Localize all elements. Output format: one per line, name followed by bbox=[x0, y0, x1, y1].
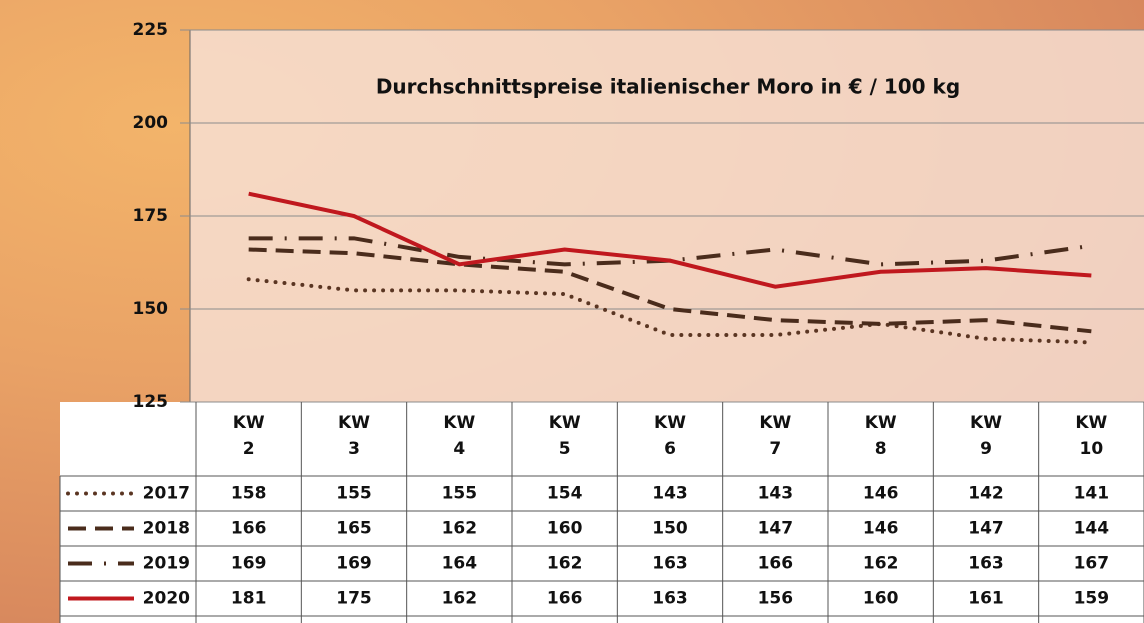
table-value: 142 bbox=[968, 484, 1004, 504]
x-tick-label: KW 5 bbox=[548, 413, 581, 459]
table-value: 155 bbox=[336, 484, 372, 504]
table-value: 164 bbox=[442, 554, 478, 574]
table-value: 144 bbox=[1074, 519, 1110, 539]
y-tick-label: 200 bbox=[133, 113, 169, 133]
legend-label: 2017 bbox=[143, 484, 190, 504]
y-tick-label: 175 bbox=[133, 206, 169, 226]
table-area bbox=[60, 402, 1144, 623]
x-tick-label: KW 10 bbox=[1075, 413, 1108, 459]
series-line bbox=[246, 277, 1094, 345]
x-tick-label: KW 7 bbox=[759, 413, 792, 459]
series-line bbox=[248, 191, 1092, 289]
table-value: 146 bbox=[863, 484, 899, 504]
table-margin bbox=[0, 402, 60, 623]
x-tick-label: KW 8 bbox=[864, 413, 897, 459]
table-value: 166 bbox=[758, 554, 794, 574]
table-value: 169 bbox=[336, 554, 372, 574]
table-value: 162 bbox=[863, 554, 899, 574]
table-value: 163 bbox=[968, 554, 1004, 574]
table-value: 158 bbox=[231, 484, 267, 504]
y-tick-label: 150 bbox=[133, 299, 169, 319]
table-value: 165 bbox=[336, 519, 372, 539]
x-tick-label: KW 3 bbox=[338, 413, 370, 459]
series-line bbox=[248, 247, 1092, 334]
table-value: 181 bbox=[231, 589, 267, 609]
y-tick-label: 125 bbox=[133, 392, 169, 412]
x-tick-label: KW 4 bbox=[443, 413, 476, 459]
x-tick-label: KW 6 bbox=[654, 413, 686, 459]
y-tick-label: 225 bbox=[133, 20, 169, 40]
table-value: 163 bbox=[652, 554, 688, 574]
table-value: 162 bbox=[547, 554, 583, 574]
chart-title: Durchschnittspreise italienischer Moro i… bbox=[376, 75, 960, 99]
table-value: 160 bbox=[547, 519, 583, 539]
table-value: 150 bbox=[652, 519, 688, 539]
table-value: 155 bbox=[442, 484, 478, 504]
legend-label: 2018 bbox=[143, 519, 190, 539]
table-value: 166 bbox=[231, 519, 267, 539]
legend-label: 2020 bbox=[143, 589, 190, 609]
table-value: 141 bbox=[1074, 484, 1110, 504]
table-value: 163 bbox=[652, 589, 688, 609]
legend-label: 2019 bbox=[143, 554, 190, 574]
table-value: 154 bbox=[547, 484, 583, 504]
table-value: 166 bbox=[547, 589, 583, 609]
table-value: 175 bbox=[336, 589, 372, 609]
table-value: 167 bbox=[1074, 554, 1110, 574]
table-value: 160 bbox=[863, 589, 899, 609]
table-value: 147 bbox=[758, 519, 794, 539]
x-tick-label: KW 2 bbox=[232, 413, 265, 459]
table-value: 162 bbox=[442, 589, 478, 609]
table-value: 162 bbox=[442, 519, 478, 539]
table-value: 143 bbox=[652, 484, 688, 504]
table-value: 159 bbox=[1074, 589, 1110, 609]
table-value: 147 bbox=[968, 519, 1004, 539]
table-value: 161 bbox=[968, 589, 1004, 609]
table-value: 156 bbox=[758, 589, 794, 609]
table-value: 146 bbox=[863, 519, 899, 539]
table-value: 143 bbox=[758, 484, 794, 504]
x-tick-label: KW 9 bbox=[970, 413, 1002, 459]
table-value: 169 bbox=[231, 554, 267, 574]
